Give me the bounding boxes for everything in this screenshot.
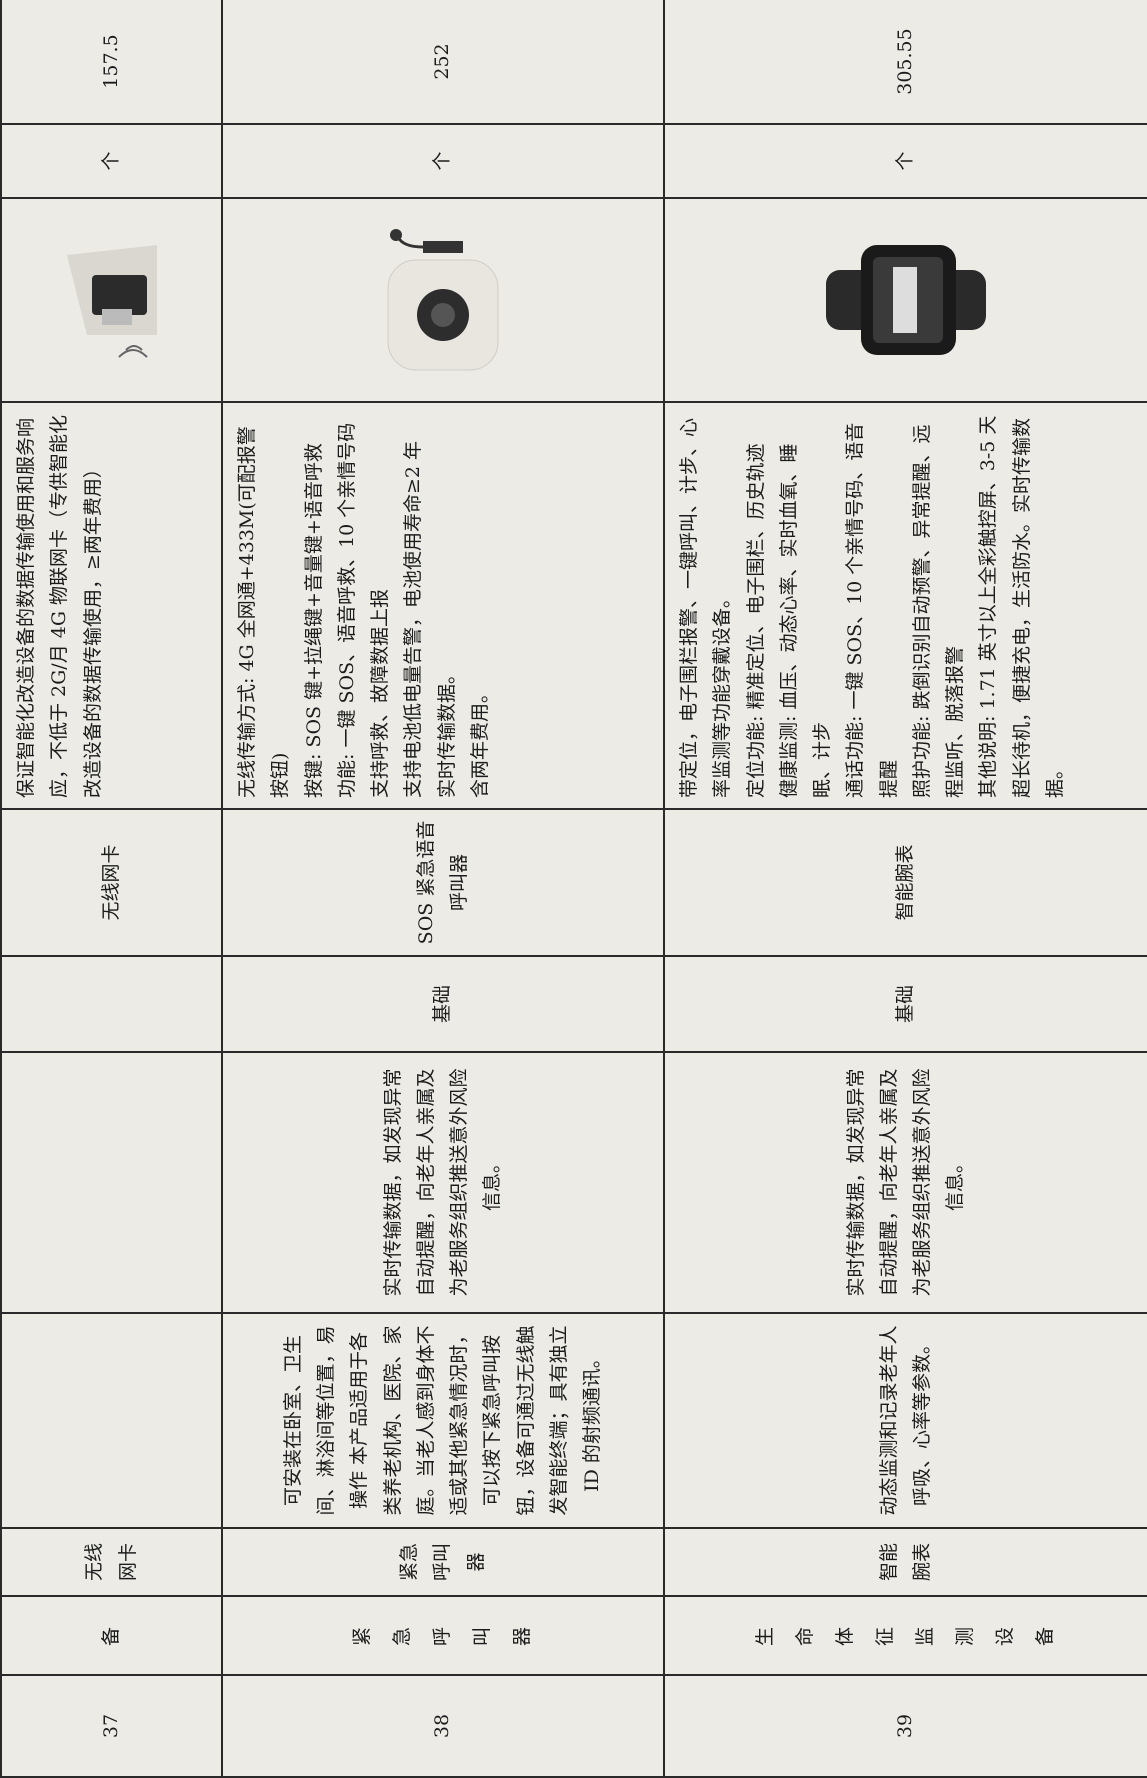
unit-cell: 个 [1,124,222,198]
spec-line: 含两年费用。 [468,683,491,798]
table-row: 38 紧急呼叫器 紧急呼叫器 可安装在卧室、卫生间、淋浴间等位置，易操作 本产品适用于… [222,0,664,1777]
specs-cell: 无线传输方式: 4G 全网通+433M(可配报警按钮) 按键: SOS 键+拉绳键… [222,402,664,809]
item-name: 无线网卡 [1,1528,222,1596]
spec-line: 带定位，电子围栏报警、一键呼叫、计步、心率监测等功能穿戴设备。 [678,417,734,798]
function-cell [1,1052,222,1313]
spec-line: 功能: 一键 SOS、语音呼救、10 个亲情号码 [335,422,358,798]
category-cell: 紧急呼叫器 [222,1596,664,1675]
row-number: 37 [1,1675,222,1777]
image-cell [1,198,222,402]
sos-caller-image [387,229,499,371]
product-name: 无线网卡 [1,809,222,956]
image-cell [664,198,1147,402]
spec-line: 照护功能: 跌倒识别自动预警、异常提醒、远程监听、脱落报警 [910,424,966,798]
price-cell: 305.55 [664,0,1147,124]
row-number: 39 [664,1675,1147,1777]
level-cell: 基础 [664,956,1147,1052]
table-row: 39 生命体征监测设备 智能腕表 动态监测和记录老年人呼吸、心率等参数。 实时传输数据，… [664,0,1147,1777]
item-name: 智能腕表 [664,1528,1147,1596]
network-card-image [66,245,157,358]
item-name: 紧急呼叫器 [222,1528,664,1596]
product-name: SOS 紧急语音呼叫器 [222,809,664,956]
level-cell [1,956,222,1052]
row-number: 38 [222,1675,664,1777]
spec-line: 支持电池低电量告警，电池使用寿命≥2 年 [402,440,425,798]
price-cell: 252 [222,0,664,124]
category-cell: 备 [1,1596,222,1675]
spec-line: 实时传输数据。 [435,664,458,798]
image-cell [222,198,664,402]
spec-line: 通话功能: 一键 SOS、10 个亲情号码、语音提醒 [844,422,900,798]
spec-line: 支持呼救、故障数据上报 [369,588,391,798]
description-cell [1,1313,222,1528]
function-cell: 实时传输数据，如发现异常自动提醒，向老年人亲属及为老服务组织推送意外风险信息。 [222,1052,664,1313]
spec-line: 健康监测: 血压、动态心率、实时血氧、睡眠、计步 [777,443,833,798]
unit-cell: 个 [664,124,1147,198]
description-cell: 动态监测和记录老年人呼吸、心率等参数。 [664,1313,1147,1528]
spec-line: 按键: SOS 键+拉绳键+音量键+语音呼救 [302,443,325,798]
spec-line: 定位功能: 精准定位、电子围栏、历史轨迹 [744,443,767,798]
unit-cell: 个 [222,124,664,198]
price-cell: 157.5 [1,0,222,124]
table-row: 37 备无线网卡 无线网卡 保证智能化改造设备的数据传输使用和服务响应，不低于 2G/… [1,0,222,1777]
spec-line: 保证智能化改造设备的数据传输使用和服务响应，不低于 2G/月 4G 物联网卡（专… [15,414,104,798]
description-cell: 可安装在卧室、卫生间、淋浴间等位置，易操作 本产品适用于各类养老机构、医院、家庭… [222,1313,664,1528]
spec-line: 其他说明: 1.71 英寸以上全彩触控屏、3-5 天超长待机，便捷充电，生活防水… [977,415,1066,798]
spec-line: 无线传输方式: 4G 全网通+433M(可配报警按钮) [236,426,292,798]
product-name: 智能腕表 [664,809,1147,956]
smart-watch-image [826,245,986,355]
category-cell: 生命体征监测设备 [664,1596,1147,1675]
specs-cell: 带定位，电子围栏报警、一键呼叫、计步、心率监测等功能穿戴设备。 定位功能: 精准定… [664,402,1147,809]
function-cell: 实时传输数据，如发现异常自动提醒，向老年人亲属及为老服务组织推送意外风险信息。 [664,1052,1147,1313]
level-cell: 基础 [222,956,664,1052]
specs-cell: 保证智能化改造设备的数据传输使用和服务响应，不低于 2G/月 4G 物联网卡（专… [1,402,222,809]
